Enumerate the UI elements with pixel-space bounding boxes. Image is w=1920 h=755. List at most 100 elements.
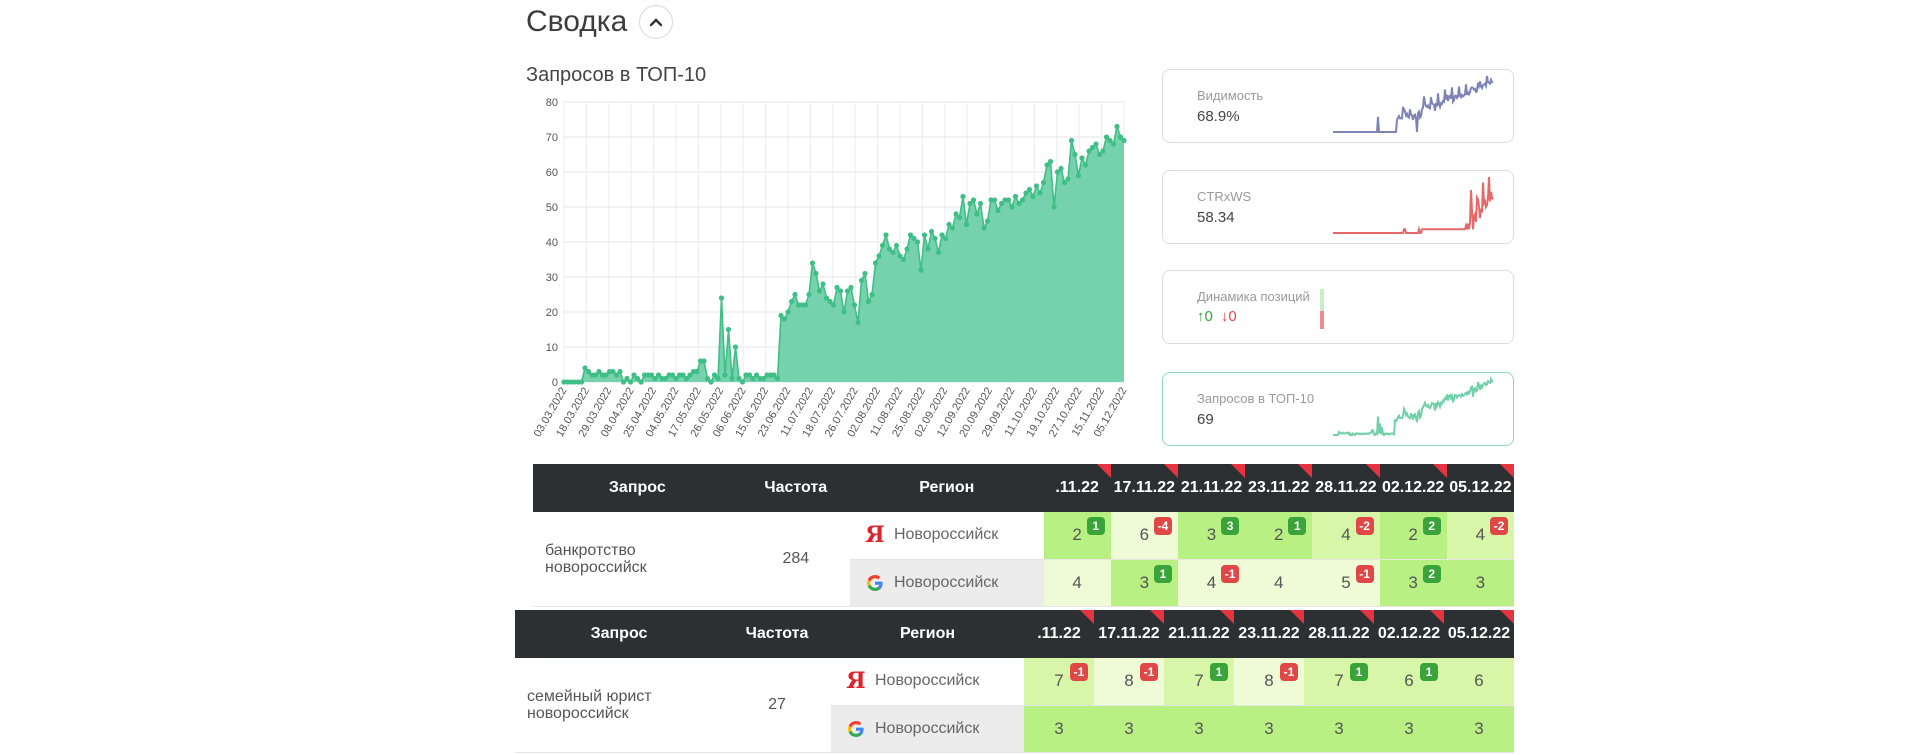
data-point[interactable] — [1110, 141, 1117, 147]
data-point[interactable] — [876, 253, 882, 259]
col-date[interactable]: 21.11.22 — [1177, 464, 1246, 512]
position-cell[interactable]: 4 — [1043, 559, 1111, 607]
data-point[interactable] — [865, 298, 872, 305]
data-point[interactable] — [592, 372, 599, 378]
position-cell[interactable]: 4 -2 — [1312, 512, 1380, 560]
data-point[interactable] — [925, 246, 931, 252]
data-point[interactable] — [729, 375, 735, 382]
data-point[interactable] — [883, 232, 889, 238]
data-point[interactable] — [970, 197, 977, 203]
data-point[interactable] — [1089, 144, 1096, 151]
col-date[interactable]: 02.12.22 — [1379, 464, 1447, 512]
position-cell[interactable]: 3 — [1304, 705, 1374, 753]
position-cell[interactable]: 7 -1 — [1024, 658, 1094, 706]
data-point[interactable] — [813, 270, 819, 277]
data-point[interactable] — [956, 214, 963, 221]
data-point[interactable] — [1079, 155, 1085, 161]
col-date[interactable]: 23.11.22 — [1234, 610, 1304, 658]
data-point[interactable] — [963, 221, 970, 228]
data-point[interactable] — [610, 368, 616, 375]
data-point[interactable] — [848, 284, 854, 291]
position-dynamics-card[interactable]: Динамика позиций ↑0 ↓0 — [1162, 270, 1514, 344]
col-date[interactable]: .11.22 — [1043, 464, 1111, 512]
data-point[interactable] — [1061, 179, 1068, 186]
col-date[interactable]: 05.12.22 — [1444, 610, 1514, 658]
data-point[interactable] — [1058, 165, 1064, 172]
data-point[interactable] — [662, 375, 669, 382]
data-point[interactable] — [1093, 141, 1099, 147]
position-cell[interactable]: 5 -1 — [1312, 559, 1380, 607]
col-date[interactable]: 21.11.22 — [1164, 610, 1234, 658]
data-point[interactable] — [627, 379, 634, 385]
data-point[interactable] — [634, 375, 641, 382]
data-point[interactable] — [722, 372, 728, 378]
top10-card[interactable]: Запросов в ТОП-10 69 — [1162, 372, 1514, 446]
ctr-card[interactable]: CTRxWS 58.34 — [1162, 170, 1514, 244]
data-point[interactable] — [932, 235, 938, 242]
data-point[interactable] — [844, 288, 851, 294]
position-cell[interactable]: 6 -4 — [1110, 512, 1178, 560]
data-point[interactable] — [806, 291, 812, 298]
data-point[interactable] — [624, 375, 630, 382]
data-point[interactable] — [1030, 193, 1036, 200]
data-point[interactable] — [1005, 197, 1012, 203]
data-point[interactable] — [872, 260, 879, 266]
data-point[interactable] — [953, 211, 959, 217]
data-point[interactable] — [886, 246, 893, 252]
data-point[interactable] — [834, 284, 840, 291]
data-point[interactable] — [879, 242, 886, 249]
data-point[interactable] — [760, 375, 767, 382]
data-point[interactable] — [858, 277, 865, 284]
data-point[interactable] — [725, 326, 732, 333]
data-point[interactable] — [1114, 123, 1120, 130]
data-point[interactable] — [631, 372, 637, 378]
data-point[interactable] — [939, 232, 945, 238]
data-point[interactable] — [1033, 183, 1040, 189]
col-frequency[interactable]: Частота — [723, 610, 831, 658]
data-point[interactable] — [949, 225, 956, 231]
data-point[interactable] — [907, 232, 914, 238]
data-point[interactable] — [1019, 197, 1026, 203]
position-cell[interactable]: 4 — [1245, 559, 1313, 607]
data-point[interactable] — [837, 288, 844, 294]
data-point[interactable] — [1051, 204, 1057, 210]
data-point[interactable] — [1044, 162, 1050, 168]
data-point[interactable] — [732, 344, 739, 350]
query-cell[interactable]: банкротство новороссийск — [533, 512, 742, 607]
data-point[interactable] — [914, 239, 921, 245]
col-query[interactable]: Запрос — [533, 464, 742, 512]
data-point[interactable] — [977, 200, 984, 207]
visibility-card[interactable]: Видимость 68.9% — [1162, 69, 1514, 143]
data-point[interactable] — [1100, 148, 1106, 154]
data-point[interactable] — [792, 291, 798, 298]
data-point[interactable] — [638, 379, 644, 385]
data-point[interactable] — [585, 368, 592, 375]
data-point[interactable] — [862, 270, 868, 277]
data-point[interactable] — [904, 246, 910, 252]
data-point[interactable] — [655, 372, 662, 378]
data-point[interactable] — [855, 319, 861, 326]
data-point[interactable] — [1016, 200, 1022, 207]
data-point[interactable] — [687, 372, 693, 378]
data-point[interactable] — [918, 267, 924, 273]
data-point[interactable] — [683, 375, 690, 382]
data-point[interactable] — [774, 375, 781, 382]
data-point[interactable] — [928, 228, 935, 235]
data-point[interactable] — [1040, 179, 1047, 186]
data-point[interactable] — [680, 372, 686, 378]
data-point[interactable] — [1012, 193, 1019, 200]
data-point[interactable] — [582, 365, 588, 371]
data-point[interactable] — [911, 235, 917, 242]
data-point[interactable] — [998, 200, 1005, 207]
data-point[interactable] — [967, 200, 973, 207]
col-date[interactable]: 02.12.22 — [1374, 610, 1444, 658]
data-point[interactable] — [736, 375, 742, 382]
col-date[interactable]: 05.12.22 — [1446, 464, 1515, 512]
